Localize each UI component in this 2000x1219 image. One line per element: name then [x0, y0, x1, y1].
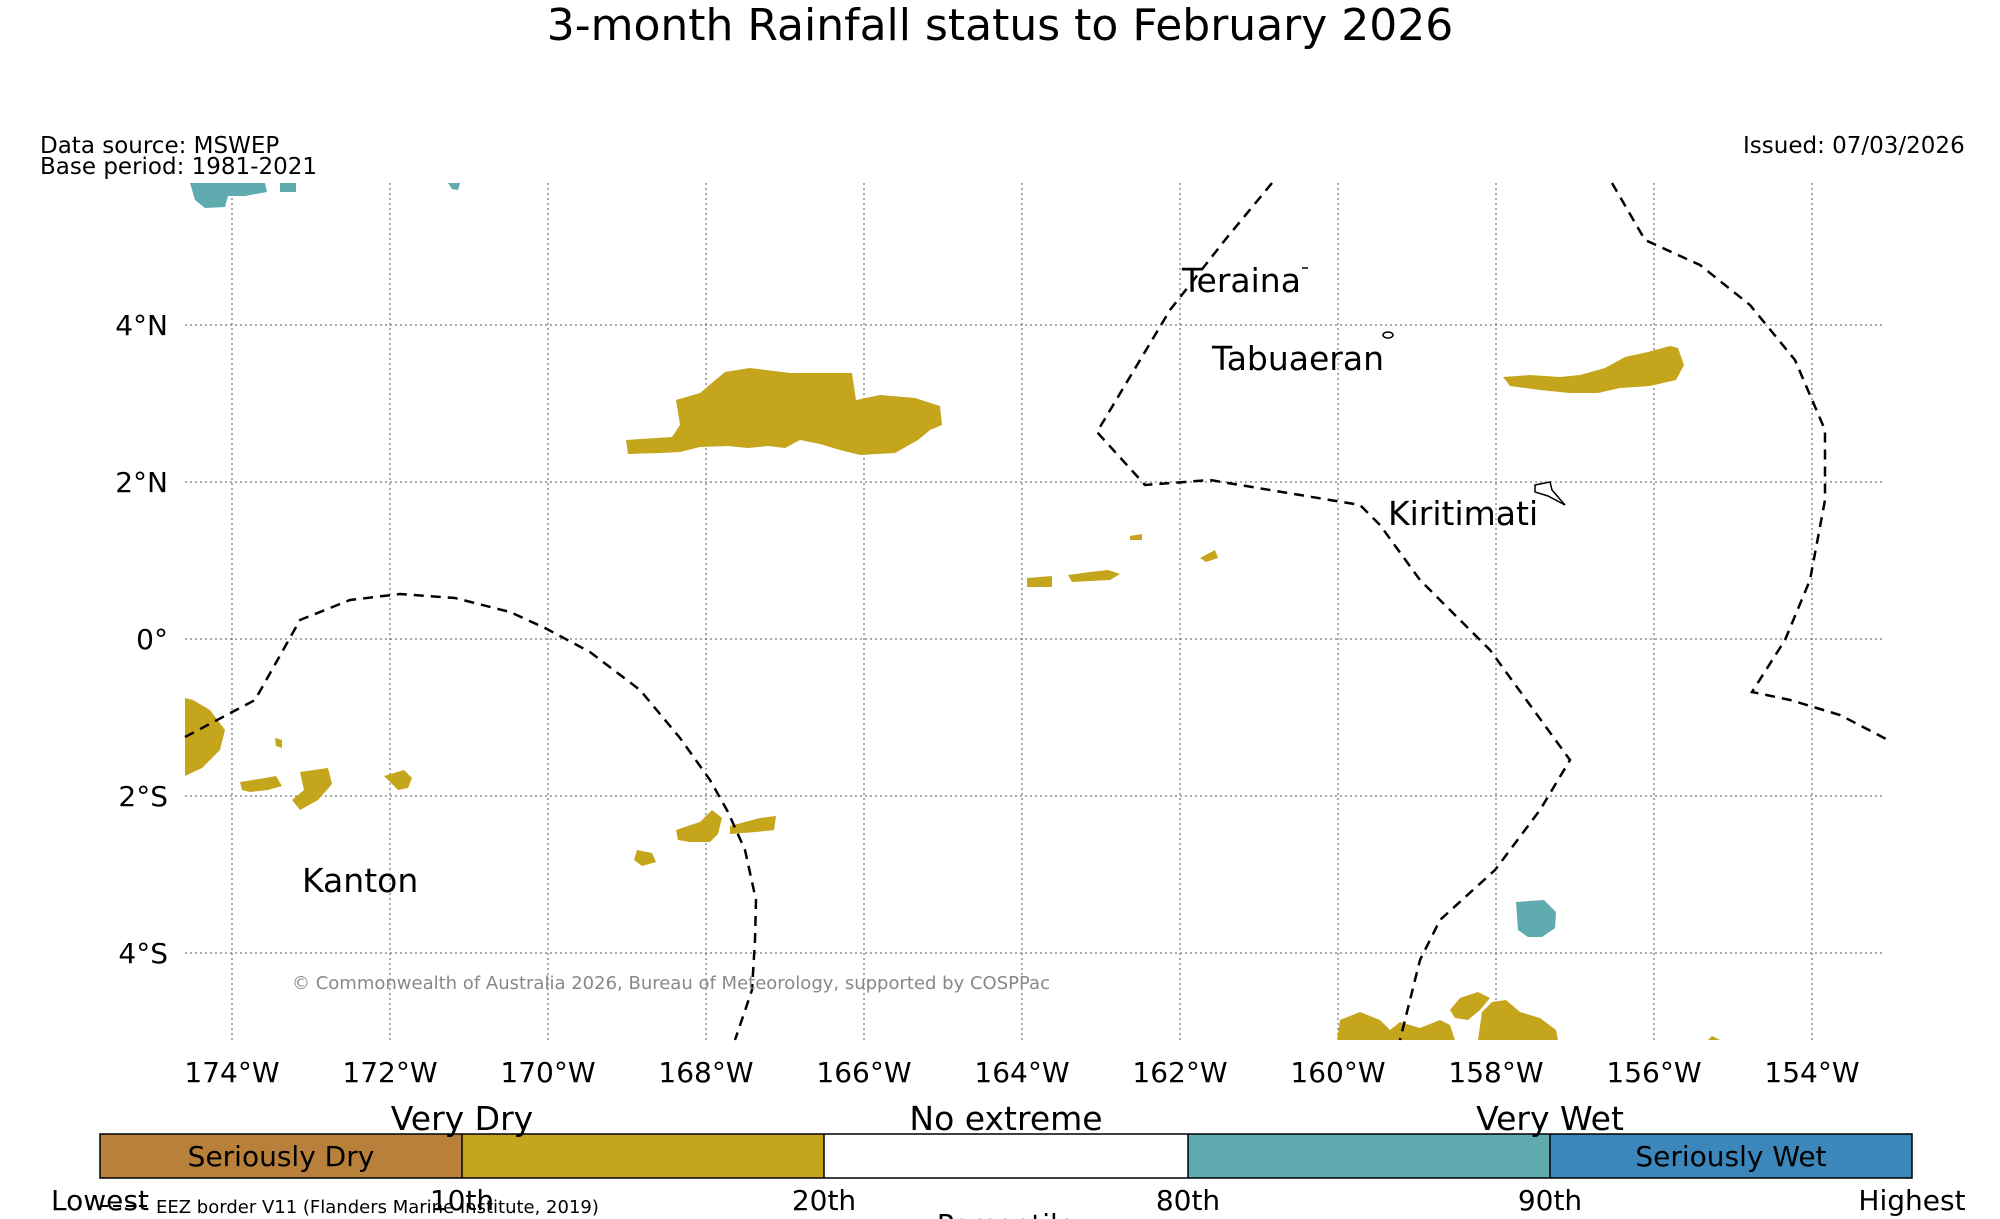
lon-tick-160w: 160°W: [1290, 1056, 1385, 1089]
eez-legend-text: EEZ border V11 (Flanders Marine Institut…: [156, 1197, 599, 1218]
lon-tick-168w: 168°W: [658, 1056, 753, 1089]
very-dry-areas: [185, 346, 1720, 1040]
data-source-text: Data source: MSWEP: [40, 133, 280, 159]
category-very-wet: Very Wet: [1476, 1099, 1624, 1138]
lon-tick-166w: 166°W: [816, 1056, 911, 1089]
colorbar-seriously-wet: [1550, 1134, 1912, 1178]
lon-tick-154w: 154°W: [1764, 1056, 1859, 1089]
place-tabuaeran: Tabuaeran: [1211, 339, 1384, 378]
lon-tick-labels: 174°W 172°W 170°W 168°W 166°W 164°W 162°…: [184, 1056, 1859, 1089]
map-gridlines: [185, 183, 1885, 1040]
colorbar: [99, 1133, 1913, 1179]
colorbar-no-extreme: [824, 1134, 1188, 1178]
map-title: 3-month Rainfall status to February 2026: [546, 0, 1454, 51]
segment-label-seriously-wet: Seriously Wet: [1635, 1140, 1826, 1173]
colorbar-frame: [99, 1133, 1913, 1179]
issued-date-text: Issued: 07/03/2026: [1743, 133, 1965, 159]
place-kanton: Kanton: [302, 861, 418, 900]
lon-tick-162w: 162°W: [1132, 1056, 1227, 1089]
boundary-highest: Highest: [1858, 1184, 1965, 1217]
colorbar-seriously-dry: [100, 1134, 462, 1178]
colorbar-very-wet: [1188, 1134, 1550, 1178]
legend-categories: Very Dry No extreme Very Wet: [391, 1099, 1624, 1138]
eez-legend: EEZ border V11 (Flanders Marine Institut…: [100, 1197, 599, 1218]
lat-tick-2s: 2°S: [118, 780, 168, 813]
boundary-80th: 80th: [1156, 1184, 1220, 1217]
category-very-dry: Very Dry: [391, 1099, 533, 1138]
colorbar-very-dry: [462, 1134, 824, 1178]
lat-tick-0: 0°: [136, 623, 168, 656]
place-teraina: Teraina: [1181, 261, 1301, 300]
legend-boundaries: Lowest 10th 20th 80th 90th Highest: [51, 1184, 1966, 1217]
boundary-10th: 10th: [430, 1184, 494, 1217]
lon-tick-156w: 156°W: [1606, 1056, 1701, 1089]
percentile-axis-label: Percentile: [937, 1208, 1075, 1219]
lat-tick-4n: 4°N: [115, 309, 168, 342]
lat-tick-4s: 4°S: [118, 937, 168, 970]
very-wet-areas: [190, 183, 1556, 937]
lat-tick-2n: 2°N: [115, 466, 168, 499]
colorbar-segment-labels: Seriously Dry Seriously Wet: [188, 1140, 1827, 1173]
eez-borders: [184, 182, 1889, 1041]
boundary-20th: 20th: [792, 1184, 856, 1217]
base-period-text: Base period: 1981-2021: [40, 154, 318, 180]
copyright-notice: © Commonwealth of Australia 2026, Bureau…: [292, 973, 1050, 994]
lon-tick-170w: 170°W: [500, 1056, 595, 1089]
lon-tick-164w: 164°W: [974, 1056, 1069, 1089]
boundary-lowest: Lowest: [51, 1184, 149, 1217]
segment-label-seriously-dry: Seriously Dry: [188, 1140, 375, 1173]
place-kiritimati: Kiritimati: [1388, 494, 1538, 533]
lon-tick-172w: 172°W: [342, 1056, 437, 1089]
boundary-90th: 90th: [1518, 1184, 1582, 1217]
category-no-extreme: No extreme: [909, 1099, 1102, 1138]
lat-tick-labels: 4°N 2°N 0° 2°S 4°S: [115, 309, 168, 970]
island-outlines: [1302, 267, 1566, 506]
lon-tick-174w: 174°W: [184, 1056, 279, 1089]
place-labels: Teraina Tabuaeran Kiritimati Kanton: [302, 261, 1538, 900]
lon-tick-158w: 158°W: [1448, 1056, 1543, 1089]
